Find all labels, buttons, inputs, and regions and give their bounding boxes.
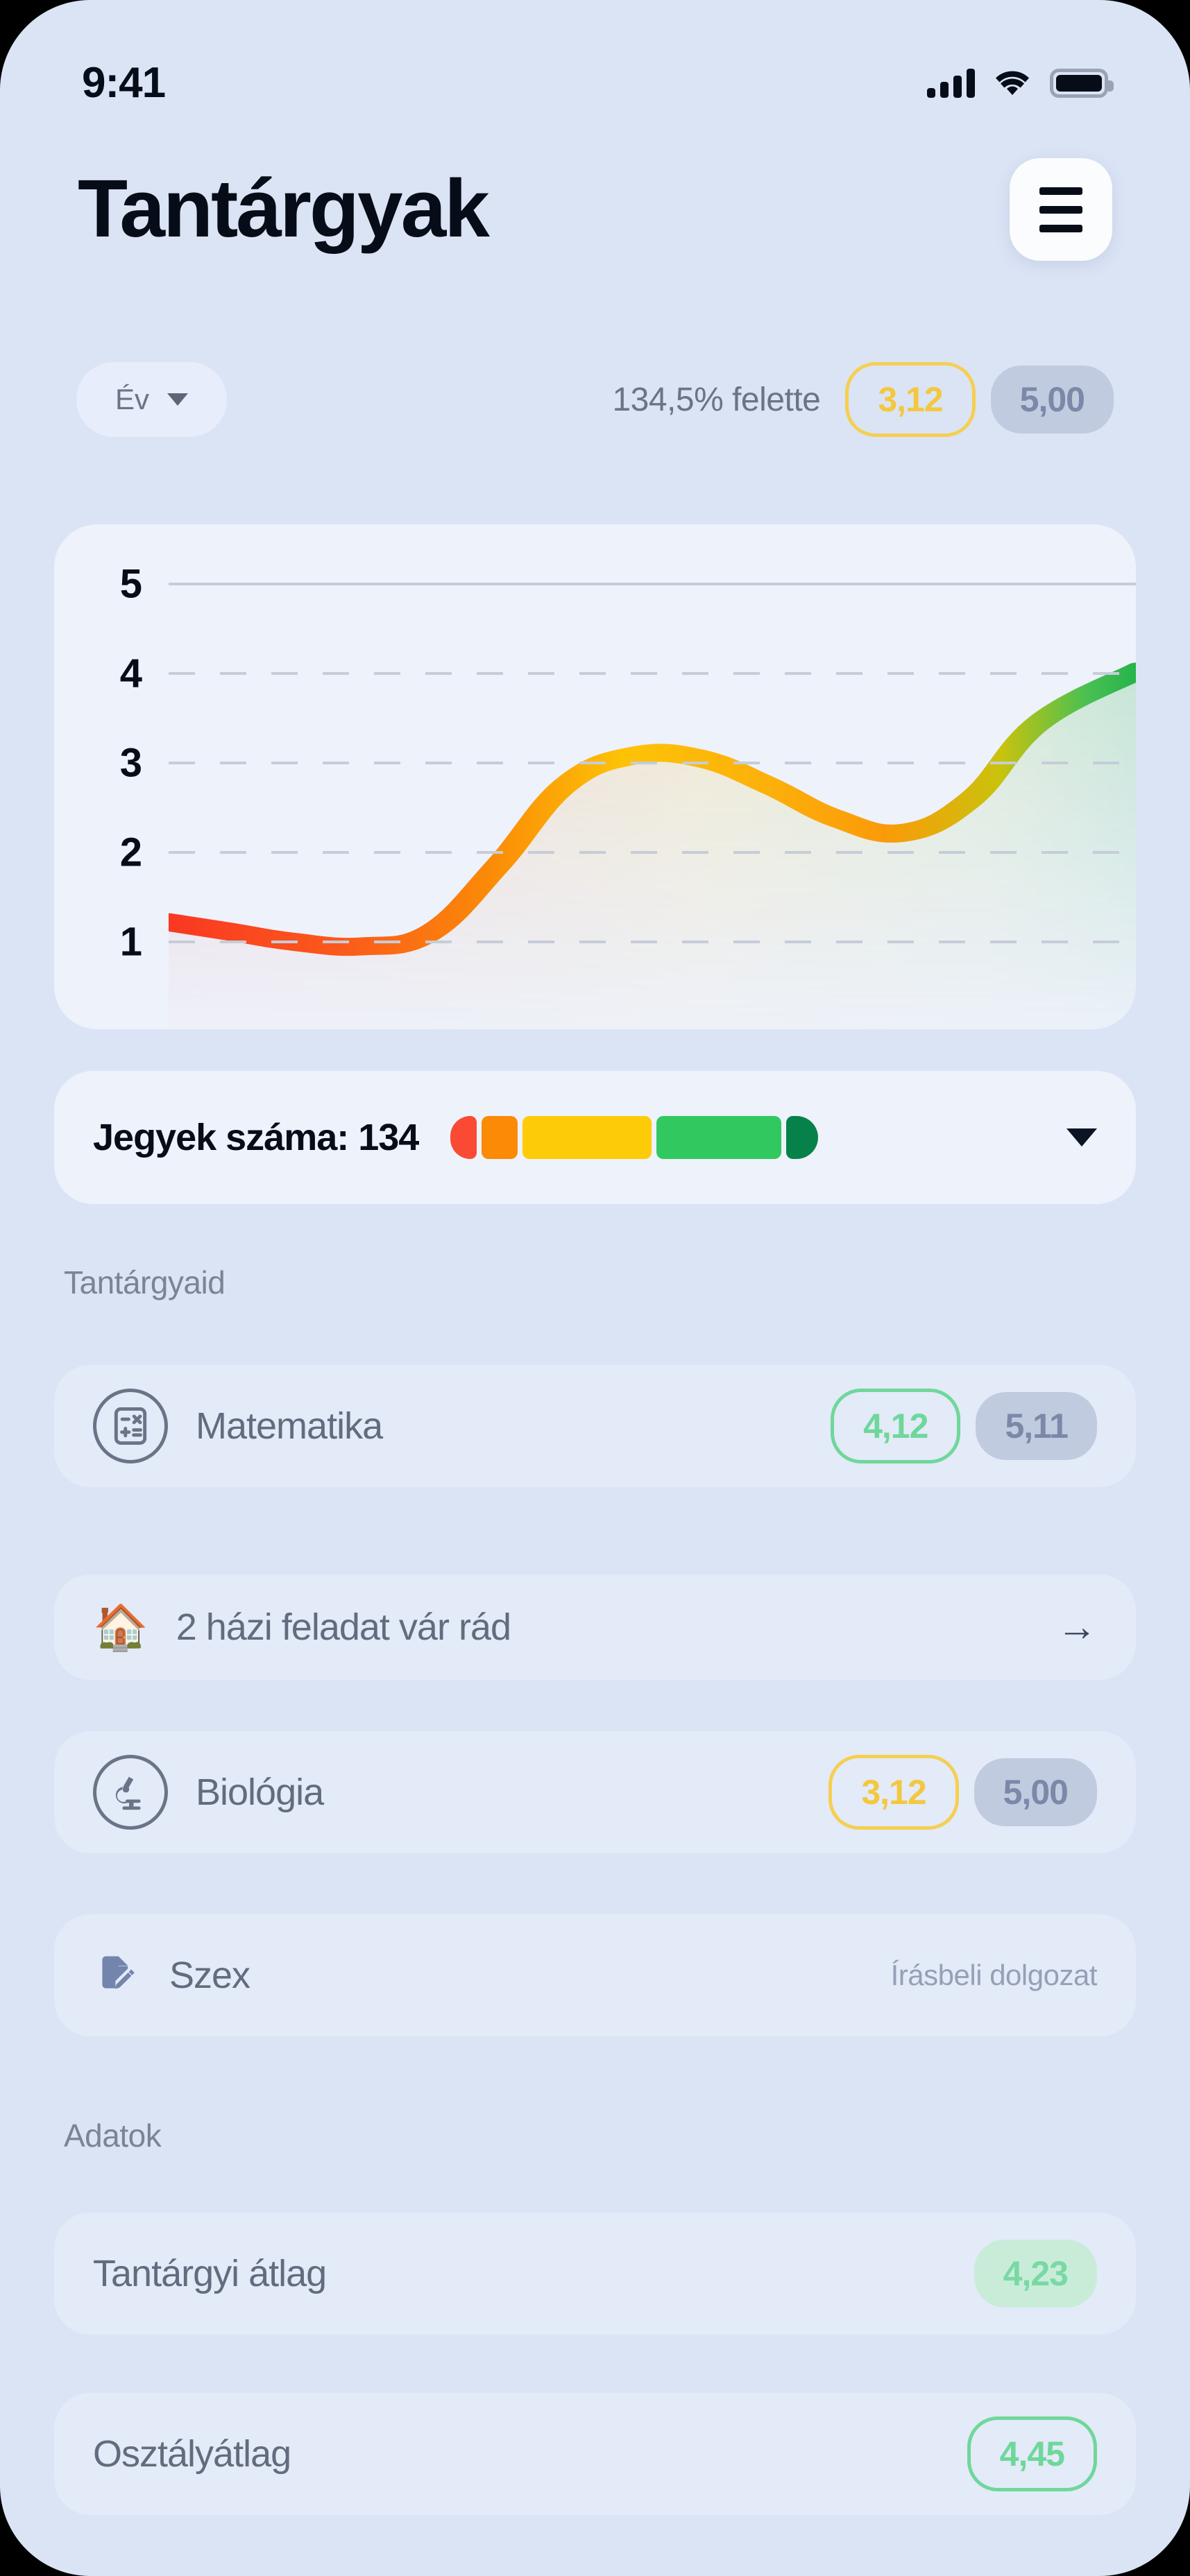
subject-average-badge: 4,12 [831, 1389, 961, 1463]
hamburger-menu-icon[interactable] [1010, 158, 1112, 261]
microscope-icon [93, 1755, 168, 1830]
chart-gridline [169, 851, 1136, 854]
chart-plot-area: 1 2 3 4 5 [54, 524, 1136, 1029]
chart-y-tick-label: 1 [119, 919, 142, 965]
class-average-badge: 4,45 [967, 2416, 1097, 2491]
subject-row-szex[interactable]: Szex Írásbeli dolgozat [54, 1914, 1136, 2036]
chart-gridline [169, 762, 1136, 764]
grade-distribution-segment [482, 1116, 518, 1159]
chart-y-tick-label: 5 [119, 561, 142, 607]
grade-distribution-segment [786, 1116, 819, 1159]
status-bar: 9:41 [0, 0, 1190, 146]
chart-series-line [155, 662, 1136, 1029]
grade-distribution-segment [450, 1116, 477, 1159]
subject-row-matematika[interactable]: Matematika 4,12 5,11 [54, 1365, 1136, 1487]
page-title: Tantárgyak [78, 163, 490, 255]
data-row-label: Osztályátlag [93, 2433, 291, 2475]
chart-canvas [155, 524, 1136, 1029]
calculator-icon [93, 1389, 168, 1463]
grade-count-label: Jegyek száma: 134 [93, 1117, 419, 1158]
chart-y-tick-label: 2 [119, 830, 142, 875]
cellular-signal-icon [927, 69, 975, 98]
homework-row[interactable]: 🏠 2 házi feladat vár rád → [54, 1574, 1136, 1680]
chevron-down-icon [167, 393, 189, 406]
chart-y-tick-label: 4 [119, 651, 142, 696]
subject-name: Szex [169, 1955, 250, 1996]
grade-trend-chart-card[interactable]: 1 2 3 4 5 [54, 524, 1136, 1029]
data-row-subject-average[interactable]: Tantárgyi átlag 4,23 [54, 2213, 1136, 2335]
house-emoji-icon: 🏠 [93, 1602, 148, 1652]
grade-distribution-segment [656, 1116, 782, 1159]
chart-gridline [169, 672, 1136, 675]
grade-distribution-segment [522, 1116, 652, 1159]
subject-name: Biológia [196, 1771, 324, 1813]
status-bar-clock: 9:41 [82, 58, 166, 107]
document-edit-icon [93, 1951, 142, 2000]
subject-count-badge: 5,11 [976, 1392, 1097, 1460]
status-bar-icons [927, 69, 1114, 98]
chevron-down-icon[interactable] [1066, 1128, 1097, 1147]
subject-note: Írásbeli dolgozat [890, 1959, 1098, 1992]
battery-full-icon [1050, 69, 1114, 98]
section-title-data: Adatok [64, 2118, 162, 2154]
subject-average-badge: 4,23 [974, 2240, 1097, 2308]
chart-y-axis: 1 2 3 4 5 [54, 524, 169, 1029]
subject-name: Matematika [196, 1405, 383, 1447]
period-selector-label: Év [115, 383, 150, 415]
homework-trailing: → [1057, 1607, 1097, 1647]
subject-average-badge: 3,12 [828, 1755, 959, 1830]
section-title-subjects: Tantárgyaid [64, 1264, 226, 1300]
data-row-label: Tantárgyi átlag [93, 2253, 327, 2294]
data-row-class-average[interactable]: Osztályátlag 4,45 [54, 2393, 1136, 2515]
data-row-badges: 4,23 [974, 2240, 1097, 2308]
data-row-badges: 4,45 [967, 2416, 1097, 2491]
subject-count-badge: 5,00 [974, 1758, 1097, 1826]
chart-gridline [169, 583, 1136, 585]
subject-row-biologia[interactable]: Biológia 3,12 5,00 [54, 1731, 1136, 1853]
summary-grade-badge: 3,12 [845, 362, 976, 437]
chart-gridline [169, 941, 1136, 943]
arrow-right-icon[interactable]: → [1057, 1604, 1097, 1649]
grade-count-card[interactable]: Jegyek száma: 134 [54, 1071, 1136, 1204]
summary-row: Év 134,5% felette 3,12 5,00 [0, 362, 1190, 437]
assessment-type-label: Írásbeli dolgozat [890, 1959, 1098, 1991]
period-selector[interactable]: Év [76, 362, 228, 437]
wifi-icon [996, 71, 1029, 95]
chart-y-tick-label: 3 [119, 740, 142, 786]
summary-count-badge: 5,00 [990, 366, 1114, 433]
summary-comparison-text: 134,5% felette [612, 381, 821, 418]
page-header: Tantárgyak [0, 158, 1190, 261]
homework-label: 2 házi feladat vár rád [176, 1606, 511, 1648]
subject-badges: 3,12 5,00 [828, 1755, 1097, 1830]
grade-distribution-bar [450, 1116, 819, 1159]
subject-badges: 4,12 5,11 [831, 1389, 1097, 1463]
